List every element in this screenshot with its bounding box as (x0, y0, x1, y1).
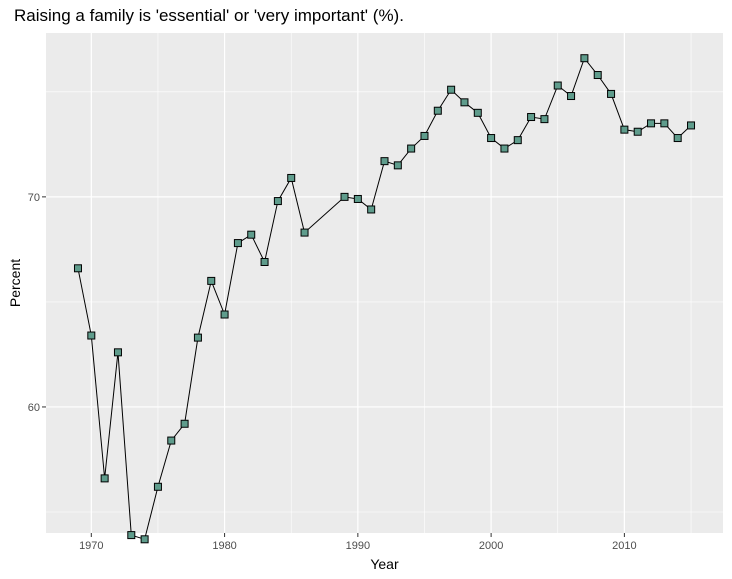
data-point (300, 228, 309, 237)
data-point (580, 54, 589, 63)
data-point (433, 106, 442, 115)
data-point (647, 119, 656, 128)
data-point (140, 535, 149, 544)
data-point (287, 173, 296, 182)
y-tick-label: 70 (28, 192, 40, 204)
data-point (420, 131, 429, 140)
chart-title: Raising a family is 'essential' or 'very… (14, 6, 404, 25)
x-tick-label: 1990 (346, 540, 370, 552)
data-point (473, 108, 482, 117)
data-point (567, 92, 576, 101)
axes: 1970 1980 1990 2000 2010 60 70 (28, 192, 637, 552)
plot-panel (46, 33, 723, 533)
data-point (100, 474, 109, 483)
data-point (487, 134, 496, 143)
data-points (73, 54, 696, 544)
data-point (273, 197, 282, 206)
data-point (193, 333, 202, 342)
data-point (233, 239, 242, 248)
data-point (127, 531, 136, 540)
data-point (73, 264, 82, 273)
y-axis-title: Percent (7, 259, 23, 307)
data-point (340, 192, 349, 201)
x-tick-label: 1970 (79, 540, 103, 552)
data-point (513, 136, 522, 145)
grid-lines (46, 33, 723, 533)
data-point (207, 276, 216, 285)
data-point (460, 98, 469, 107)
x-tick-label: 2010 (612, 540, 636, 552)
x-tick-label: 2000 (479, 540, 503, 552)
x-tick-label: 1980 (212, 540, 236, 552)
data-point (87, 331, 96, 340)
data-point (593, 71, 602, 80)
data-point (620, 125, 629, 134)
data-point (220, 310, 229, 319)
data-point (447, 85, 456, 94)
data-point (113, 348, 122, 357)
y-tick-label: 60 (28, 402, 40, 414)
data-point (607, 89, 616, 98)
data-point (633, 127, 642, 136)
data-point (153, 482, 162, 491)
data-point (407, 144, 416, 153)
data-point (660, 119, 669, 128)
data-point (673, 134, 682, 143)
data-point (247, 230, 256, 239)
data-point (380, 157, 389, 166)
data-point (527, 113, 536, 122)
data-point (553, 81, 562, 90)
data-point (353, 194, 362, 203)
x-axis-title: Year (370, 556, 399, 572)
data-point (367, 205, 376, 214)
data-point (167, 436, 176, 445)
data-point (180, 419, 189, 428)
data-point (393, 161, 402, 170)
data-point (540, 115, 549, 124)
data-point (687, 121, 696, 130)
data-point (260, 257, 269, 266)
data-point (500, 144, 509, 153)
